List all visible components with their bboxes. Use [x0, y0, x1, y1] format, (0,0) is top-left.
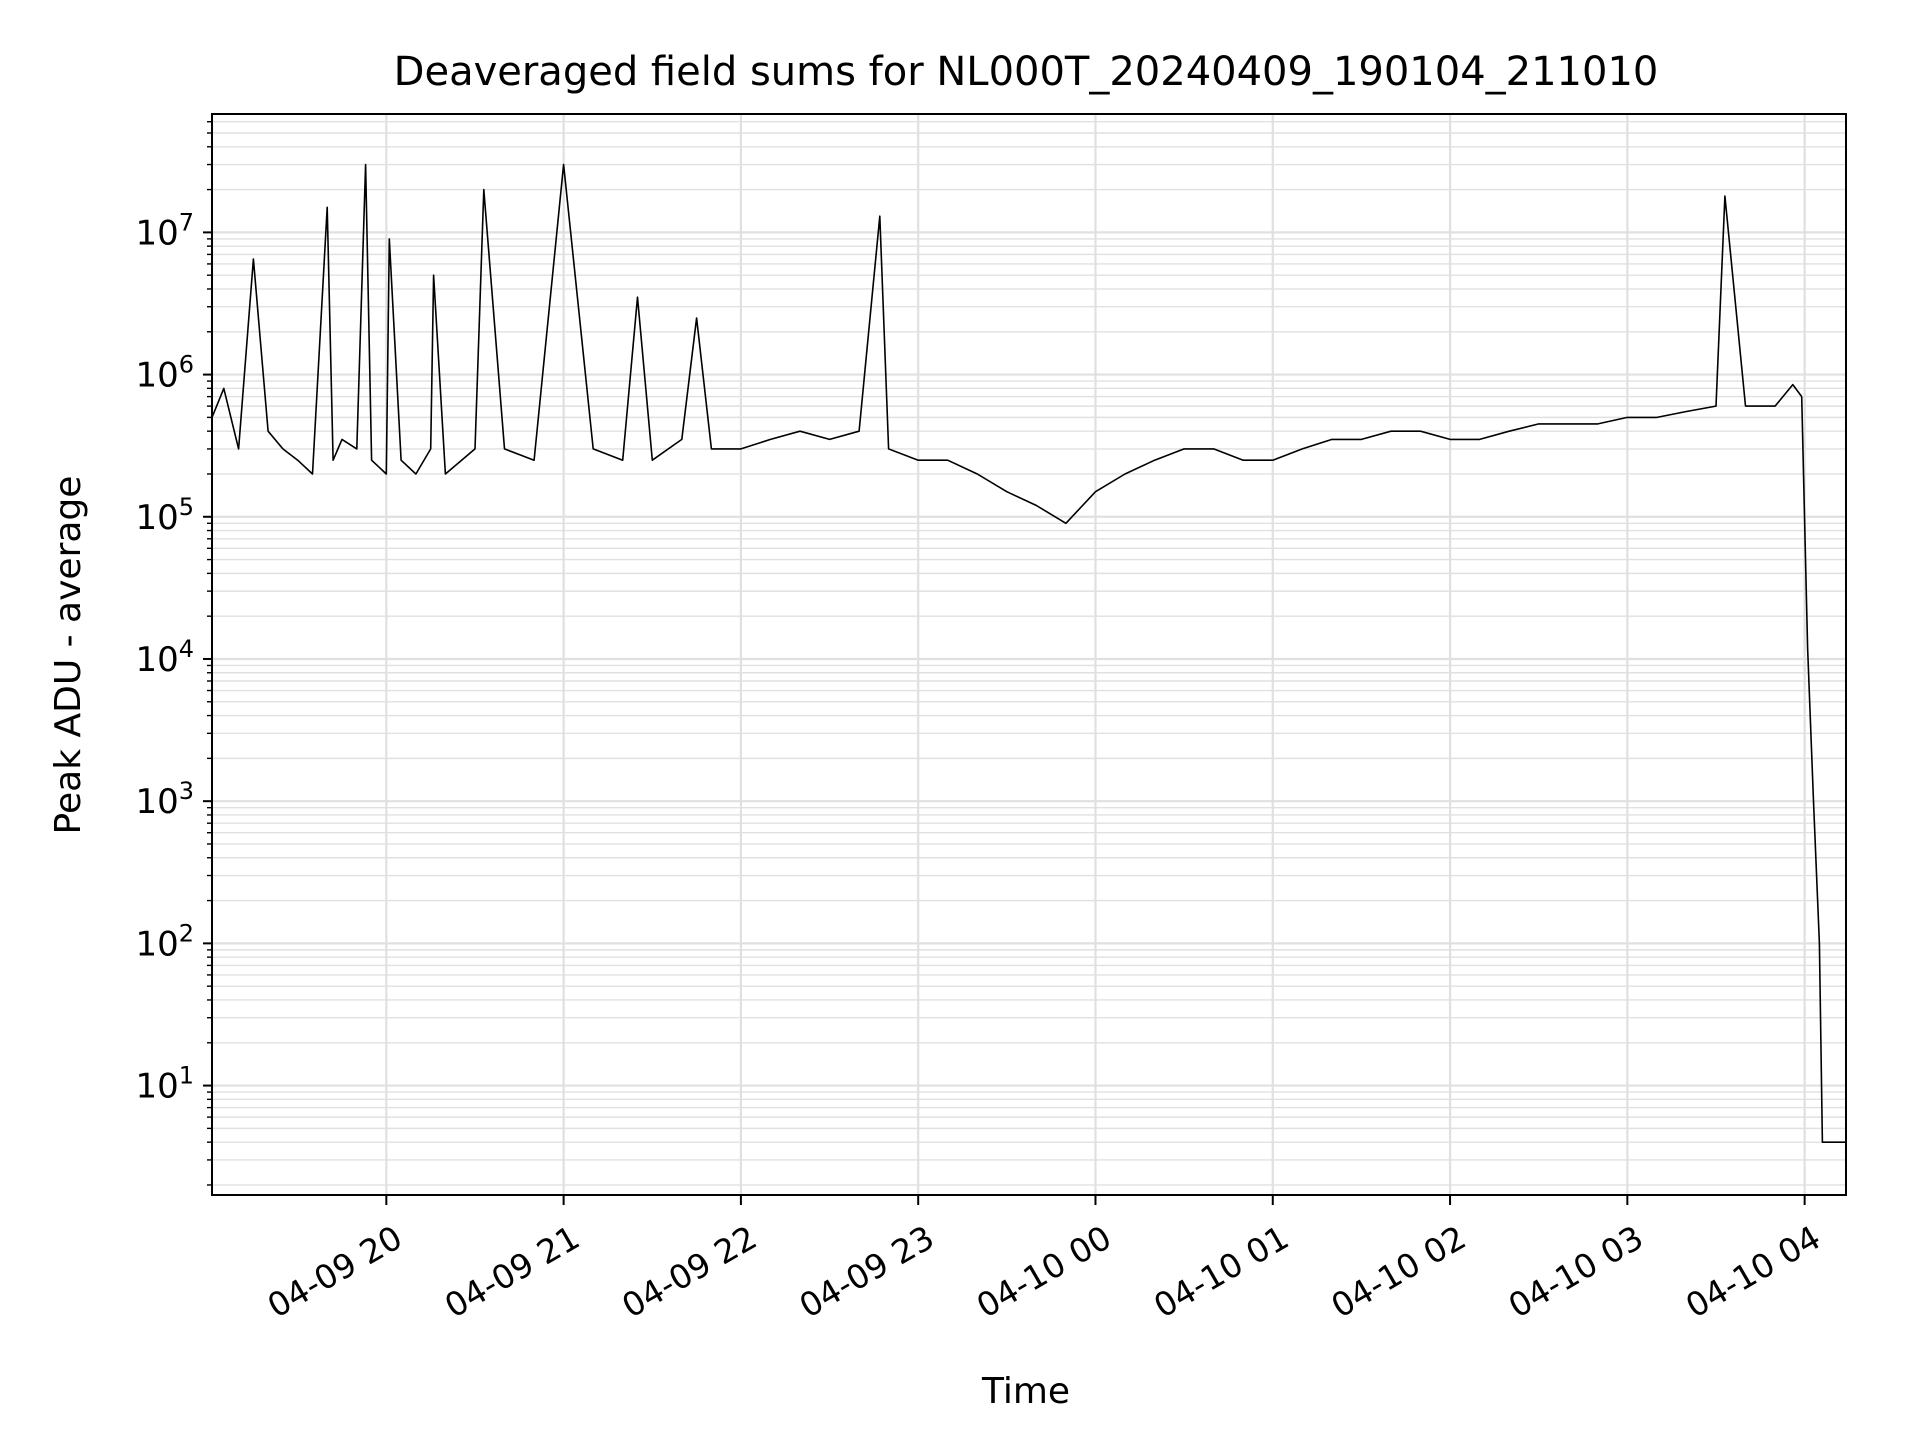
y-tick-label: 104 [135, 635, 194, 680]
y-tick-label: 101 [135, 1062, 194, 1107]
x-axis-label: Time [981, 1371, 1070, 1412]
y-tick-label: 105 [135, 493, 194, 538]
chart-title: Deaveraged field sums for NL000T_2024040… [394, 49, 1659, 95]
series [211, 163, 1846, 1143]
y-tick-label: 106 [135, 351, 194, 396]
y-axis-ticks: 101 102 103 104 105 106 107 [135, 121, 212, 1186]
series-line [211, 163, 1846, 1143]
minor-grid [212, 121, 1846, 1186]
plot-frame [211, 113, 1847, 1196]
y-tick-label: 107 [135, 208, 194, 253]
y-tick-label: 102 [135, 919, 194, 964]
major-grid [212, 114, 1846, 1195]
y-axis-label: Peak ADU - average [48, 476, 89, 835]
y-tick-label: 103 [135, 777, 194, 822]
